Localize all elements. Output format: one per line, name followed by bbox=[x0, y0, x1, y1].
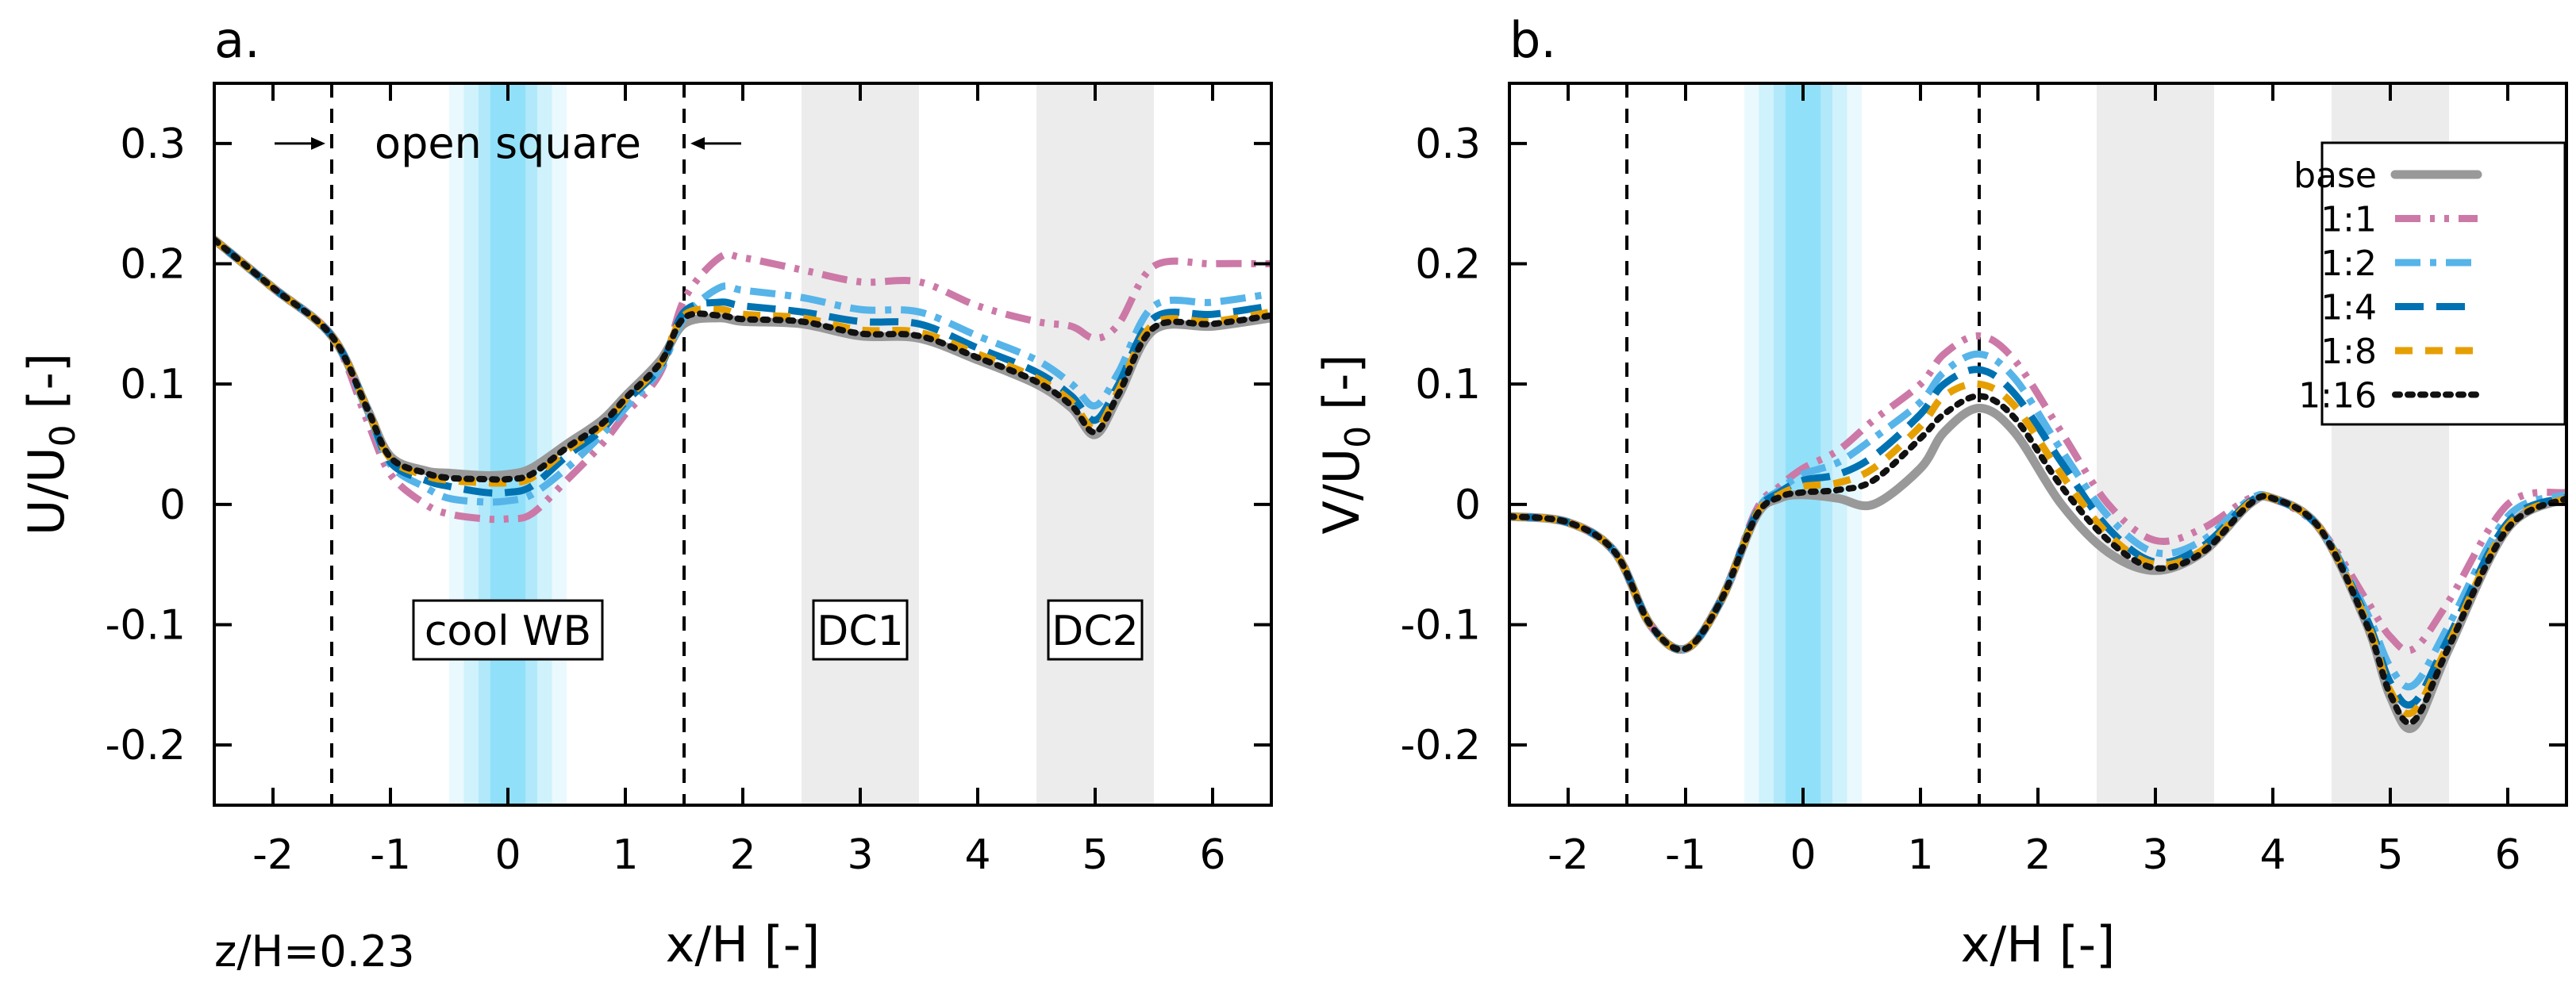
x-tick-label: 3 bbox=[847, 831, 873, 879]
open-square-label: open square bbox=[375, 118, 641, 168]
y-tick-label: 0 bbox=[1455, 482, 1481, 529]
cool-band-layer-1 bbox=[463, 83, 552, 805]
series-line-r16 bbox=[1509, 393, 2566, 727]
y-tick-label: 0 bbox=[160, 482, 186, 529]
legend-label-base: base bbox=[2293, 155, 2377, 196]
legend-box bbox=[2320, 141, 2566, 426]
y-axis-label-main: V/U bbox=[1313, 448, 1371, 535]
series-group bbox=[1509, 332, 2566, 733]
arrow-left-head bbox=[311, 136, 325, 150]
band-label-dc1: DC1 bbox=[817, 608, 903, 655]
series-group bbox=[214, 235, 1271, 524]
cool-band-layer-1 bbox=[1759, 83, 1847, 805]
x-tick-label: 1 bbox=[1907, 831, 1933, 879]
y-tick-label: 0.3 bbox=[1415, 121, 1481, 168]
panel-b: -2 -1 0 1 2 3 4 5 6-0.2-0.100.10.20.3x/H [-]V/U0… bbox=[1313, 11, 2568, 973]
x-tick-label: 4 bbox=[964, 831, 990, 879]
x-axis-label: x/H [-] bbox=[666, 915, 821, 973]
x-tick-label: 3 bbox=[2142, 831, 2168, 879]
y-tick-label: -0.1 bbox=[1401, 602, 1481, 650]
x-tick-label: 6 bbox=[1199, 831, 1225, 879]
legend-label-r2: 1:2 bbox=[2320, 244, 2377, 284]
panel-a: -2 -1 0 1 2 3 4 5 6-0.2-0.100.10.20.3x/H [-]U/U0… bbox=[17, 11, 1273, 973]
x-tick-label: 0 bbox=[1790, 831, 1816, 879]
panel-label: a. bbox=[214, 11, 260, 69]
cool-band-layer-3 bbox=[1785, 83, 1821, 805]
y-tick-label: -0.1 bbox=[106, 602, 186, 650]
x-tick-label: 2 bbox=[2024, 831, 2051, 879]
x-tick-label: 2 bbox=[729, 831, 755, 879]
x-axis-label: x/H [-] bbox=[1961, 915, 2116, 973]
cool-band-layer-2 bbox=[1774, 83, 1832, 805]
band-label-box-dc1 bbox=[812, 599, 909, 661]
arrow-right-head bbox=[690, 136, 705, 150]
panel-label: b. bbox=[1509, 11, 1556, 69]
series-line-r16 bbox=[214, 236, 1271, 483]
y-axis-label-sub: 0 bbox=[1338, 426, 1378, 448]
y-tick-label: 0.2 bbox=[1415, 241, 1481, 289]
y-tick-label: 0.1 bbox=[1415, 361, 1481, 409]
y-axis-label: U/U0 [-] bbox=[17, 353, 83, 535]
x-tick-label: 0 bbox=[494, 831, 521, 879]
band-label-cool: cool WB bbox=[425, 608, 591, 655]
y-tick-label: -0.2 bbox=[106, 722, 186, 769]
legend-label-r16: 1:16 bbox=[2298, 376, 2377, 416]
y-axis-label: V/U0 [-] bbox=[1313, 354, 1378, 534]
legend-label-r8: 1:8 bbox=[2320, 332, 2377, 372]
band-label-box-cool bbox=[412, 599, 604, 661]
band-dc1 bbox=[2097, 83, 2214, 805]
cool-band-layer-2 bbox=[479, 83, 537, 805]
x-tick-label: 5 bbox=[1082, 831, 1108, 879]
y-tick-label: 0.3 bbox=[120, 121, 186, 168]
y-tick-label: -0.2 bbox=[1401, 722, 1481, 769]
figure-note: z/H=0.23 bbox=[214, 927, 415, 977]
x-tick-label: 1 bbox=[612, 831, 638, 879]
y-axis-label-tail: [-] bbox=[17, 353, 75, 424]
band-label-dc2: DC2 bbox=[1052, 608, 1138, 655]
cool-band-layer-3 bbox=[490, 83, 526, 805]
band-label-box-dc2 bbox=[1047, 599, 1144, 661]
series-line-r4 bbox=[214, 236, 1271, 497]
x-tick-label: 4 bbox=[2259, 831, 2286, 879]
y-axis-label-tail: [-] bbox=[1313, 354, 1371, 425]
y-axis-label-sub: 0 bbox=[43, 424, 83, 447]
x-tick-label: -1 bbox=[370, 831, 411, 879]
band-dc2 bbox=[1036, 83, 1154, 805]
x-tick-label: -1 bbox=[1665, 831, 1706, 879]
legend-label-r1: 1:1 bbox=[2320, 200, 2377, 240]
y-tick-label: 0.1 bbox=[120, 361, 186, 409]
band-dc1 bbox=[802, 83, 919, 805]
x-tick-label: -2 bbox=[1548, 831, 1589, 879]
legend-label-r4: 1:4 bbox=[2320, 288, 2377, 328]
x-tick-label: 6 bbox=[2494, 831, 2520, 879]
series-line-r1 bbox=[214, 236, 1271, 524]
x-tick-label: 5 bbox=[2377, 831, 2403, 879]
y-tick-label: 0.2 bbox=[120, 241, 186, 289]
y-axis-label-main: U/U bbox=[17, 447, 75, 535]
cool-band-layer-0 bbox=[449, 83, 567, 805]
x-tick-label: -2 bbox=[252, 831, 294, 879]
